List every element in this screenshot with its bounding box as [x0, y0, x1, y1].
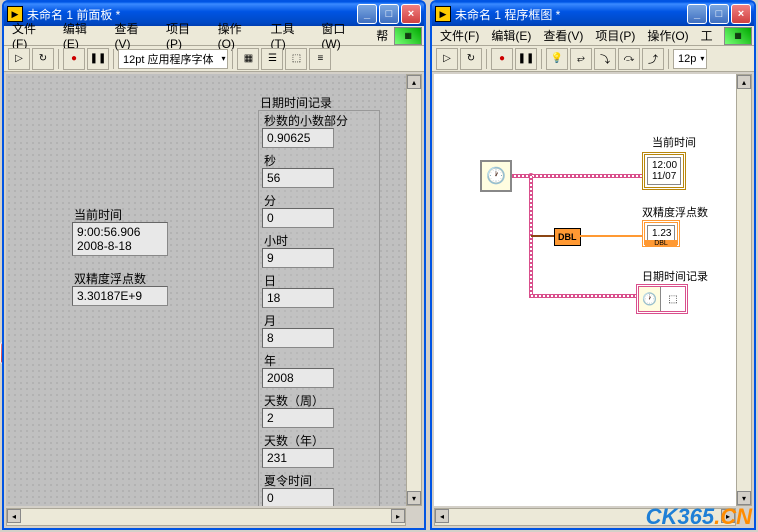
- front-panel-canvas[interactable]: 当前时间 9:00:56.906 2008-8-18 双精度浮点数 3.3018…: [6, 74, 406, 506]
- bd-scroll-right-button[interactable]: ▸: [721, 509, 735, 523]
- cluster-field-value: 0.90625: [262, 128, 334, 148]
- scroll-down-button[interactable]: ▾: [407, 491, 421, 505]
- bd-scroll-up-button[interactable]: ▴: [737, 75, 751, 89]
- resize-button[interactable]: ⬚: [285, 48, 307, 70]
- double-indicator-terminal[interactable]: 1.23 DBL: [642, 220, 680, 247]
- cluster-field-value: 0: [262, 488, 334, 506]
- bd-double-label: 双精度浮点数: [642, 204, 708, 220]
- scroll-left-button[interactable]: ◂: [7, 509, 21, 523]
- current-time-label: 当前时间: [74, 206, 122, 223]
- cluster-field-label: 夏令时间: [264, 472, 312, 489]
- clock-small-icon: 🕐: [639, 287, 661, 311]
- cluster-field-label: 月: [264, 312, 276, 329]
- menu-view[interactable]: 查看(V): [108, 19, 160, 52]
- vi-icon[interactable]: ▦: [394, 27, 422, 45]
- step-over-button[interactable]: ⤼: [618, 48, 640, 70]
- bd-menu-operate[interactable]: 操作(O): [641, 26, 694, 45]
- wire-to-cluster-ind: [529, 294, 637, 298]
- cluster-field-label: 秒数的小数部分: [264, 112, 348, 129]
- bd-maximize-button[interactable]: □: [709, 4, 729, 24]
- cluster-field-value: 56: [262, 168, 334, 188]
- bd-minimize-button[interactable]: _: [687, 4, 707, 24]
- cluster-field-label: 秒: [264, 152, 276, 169]
- menu-project[interactable]: 项目(P): [160, 19, 212, 52]
- cluster-icon: ⬚: [661, 287, 685, 311]
- scroll-up-button[interactable]: ▴: [407, 75, 421, 89]
- block-diagram-canvas[interactable]: 🕐 DBL 当前时间 12:0011/07 双精度浮点数 1.23 DBL 日期…: [434, 74, 736, 506]
- menu-help[interactable]: 帮: [370, 26, 394, 45]
- retain-wire-button[interactable]: ⥂: [570, 48, 592, 70]
- cluster-field-label: 天数（年）: [264, 432, 324, 449]
- highlight-button[interactable]: 💡: [546, 48, 568, 70]
- bd-scrollbar-h[interactable]: ◂ ▸: [434, 508, 736, 526]
- reorder-button[interactable]: ≡: [309, 48, 331, 70]
- double-indicator: 3.30187E+9: [72, 286, 168, 306]
- bd-scroll-down-button[interactable]: ▾: [737, 491, 751, 505]
- scroll-right-button[interactable]: ▸: [391, 509, 405, 523]
- bd-run-cont-button[interactable]: ↻: [460, 48, 482, 70]
- step-into-button[interactable]: ⤵: [594, 48, 616, 70]
- labview-icon: ▶: [435, 6, 451, 22]
- bd-close-button[interactable]: ×: [731, 4, 751, 24]
- double-label: 双精度浮点数: [74, 270, 146, 287]
- cluster-field-value: 231: [262, 448, 334, 468]
- block-diagram-window: ▶ 未命名 1 程序框图 * _ □ × 文件(F) 编辑(E) 查看(V) 项…: [430, 0, 756, 530]
- pause-button[interactable]: ❚❚: [87, 48, 109, 70]
- bd-current-time-label: 当前时间: [652, 134, 696, 150]
- bd-run-button[interactable]: ▷: [436, 48, 458, 70]
- abort-button[interactable]: ●: [63, 48, 85, 70]
- bd-pause-button[interactable]: ❚❚: [515, 48, 537, 70]
- cluster-field-value: 2: [262, 408, 334, 428]
- cluster-field-label: 小时: [264, 232, 288, 249]
- block-diagram-title: 未命名 1 程序框图 *: [455, 6, 687, 23]
- wire-dbl-to-ind: [580, 235, 642, 237]
- timestamp-icon: 12:0011/07: [647, 157, 681, 185]
- bd-abort-button[interactable]: ●: [491, 48, 513, 70]
- fp-scrollbar-h[interactable]: ◂ ▸: [6, 508, 406, 526]
- bd-menu-view[interactable]: 查看(V): [537, 26, 589, 45]
- bd-scroll-left-button[interactable]: ◂: [435, 509, 449, 523]
- step-out-button[interactable]: ⤴: [642, 48, 664, 70]
- to-dbl-node[interactable]: DBL: [554, 228, 581, 246]
- bd-cluster-label: 日期时间记录: [642, 268, 708, 284]
- front-panel-menubar: 文件(F) 编辑(E) 查看(V) 项目(P) 操作(O) 工具(T) 窗口(W…: [4, 26, 424, 46]
- cluster-field-value: 18: [262, 288, 334, 308]
- font-dropdown[interactable]: 12pt 应用程序字体: [118, 49, 228, 69]
- close-button[interactable]: ×: [401, 4, 421, 24]
- cluster-field-label: 日: [264, 272, 276, 289]
- maximize-button[interactable]: □: [379, 4, 399, 24]
- cluster-field-label: 天数（周）: [264, 392, 324, 409]
- bd-font-dropdown[interactable]: 12p: [673, 49, 707, 69]
- cluster-field-value: 2008: [262, 368, 334, 388]
- cluster-field-value: 0: [262, 208, 334, 228]
- wire-to-dbl: [531, 235, 555, 237]
- current-time-indicator-terminal[interactable]: 12:0011/07: [642, 152, 686, 190]
- bd-scrollbar-v[interactable]: ▴ ▾: [736, 74, 752, 506]
- cluster-title: 日期时间记录: [260, 94, 332, 111]
- bd-menu-project[interactable]: 项目(P): [589, 26, 641, 45]
- run-cont-button[interactable]: ↻: [32, 48, 54, 70]
- bd-menu-edit[interactable]: 编辑(E): [485, 26, 537, 45]
- align-button[interactable]: ▦: [237, 48, 259, 70]
- bd-menu-tools[interactable]: 工: [695, 26, 719, 45]
- cluster-field-label: 分: [264, 192, 276, 209]
- cluster-field-value: 8: [262, 328, 334, 348]
- wire-to-time-ind: [530, 174, 642, 178]
- clock-icon: 🕐: [486, 166, 506, 186]
- run-button[interactable]: ▷: [8, 48, 30, 70]
- distribute-button[interactable]: ☰: [261, 48, 283, 70]
- get-datetime-node[interactable]: 🕐: [480, 160, 512, 192]
- block-diagram-toolbar: ▷ ↻ ● ❚❚ 💡 ⥂ ⤵ ⤼ ⤴ 12p: [432, 46, 754, 72]
- cluster-field-label: 年: [264, 352, 276, 369]
- current-time-indicator: 9:00:56.906 2008-8-18: [72, 222, 168, 256]
- cluster-indicator-terminal[interactable]: 🕐 ⬚: [636, 284, 688, 314]
- block-diagram-menubar: 文件(F) 编辑(E) 查看(V) 项目(P) 操作(O) 工 ▦: [432, 26, 754, 46]
- bd-vi-icon[interactable]: ▦: [724, 27, 752, 45]
- front-panel-window: ▶ 未命名 1 前面板 * _ □ × 文件(F) 编辑(E) 查看(V) 项目…: [2, 0, 426, 530]
- bd-menu-file[interactable]: 文件(F): [434, 26, 485, 45]
- cluster-field-value: 9: [262, 248, 334, 268]
- fp-scrollbar-v[interactable]: ▴ ▾: [406, 74, 422, 506]
- block-diagram-titlebar: ▶ 未命名 1 程序框图 * _ □ ×: [432, 2, 754, 26]
